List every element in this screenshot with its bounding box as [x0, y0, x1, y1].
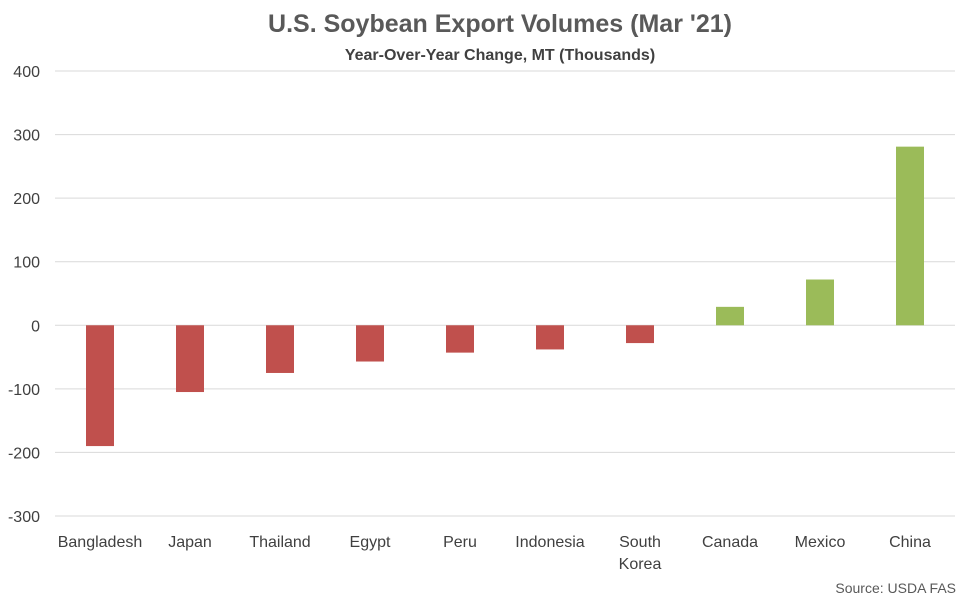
y-tick-label: 0 [31, 318, 40, 335]
y-tick-label: 300 [13, 128, 40, 145]
bar-egypt [356, 325, 384, 362]
y-tick-label: 100 [13, 255, 40, 272]
bar-china [896, 146, 924, 326]
gridlines [55, 70, 955, 517]
y-tick-label: -100 [8, 382, 40, 399]
x-tick-label: Mexico [795, 534, 846, 551]
bar-peru [446, 325, 474, 353]
bar-mexico [806, 279, 834, 326]
bars [86, 146, 924, 447]
x-tick-label-line: Korea [619, 556, 662, 573]
bar-indonesia [536, 325, 564, 350]
x-tick-label-line: Thailand [249, 534, 310, 551]
chart-subtitle: Year-Over-Year Change, MT (Thousands) [345, 47, 655, 64]
x-tick-label: Japan [168, 534, 212, 551]
bar-canada [716, 306, 744, 326]
x-tick-label: South Korea [619, 534, 662, 573]
x-tick-label-line: Indonesia [515, 534, 584, 551]
chart-title: U.S. Soybean Export Volumes (Mar '21) [268, 10, 732, 38]
x-tick-label: Bangladesh [58, 534, 143, 551]
x-tick-label: Thailand [249, 534, 310, 551]
bar-japan [176, 325, 204, 393]
x-tick-label: China [889, 534, 931, 551]
x-tick-label-line: Egypt [350, 534, 391, 551]
source-note: Source: USDA FAS [835, 580, 956, 596]
y-tick-label: 400 [13, 64, 40, 81]
x-tick-label-line: South [619, 534, 661, 551]
x-tick-label-line: Japan [168, 534, 212, 551]
bar-bangladesh [86, 325, 114, 447]
y-axis-ticks: 400 300 200 100 0 -100 -200 -300 [8, 64, 40, 526]
x-tick-label: Egypt [350, 534, 391, 551]
x-tick-label-line: China [889, 534, 931, 551]
y-tick-label: 200 [13, 191, 40, 208]
x-axis-ticks: Bangladesh Japan Thailand Egypt Peru Indonesi… [58, 534, 931, 573]
bar-thailand [266, 325, 294, 373]
x-tick-label: Indonesia [515, 534, 584, 551]
y-tick-label: -300 [8, 509, 40, 526]
x-tick-label: Peru [443, 534, 477, 551]
y-tick-label: -200 [8, 445, 40, 462]
x-tick-label: Canada [702, 534, 758, 551]
bar-south-korea [626, 325, 654, 344]
x-tick-label-line: Peru [443, 534, 477, 551]
x-tick-label-line: Mexico [795, 534, 846, 551]
x-tick-label-line: Canada [702, 534, 758, 551]
x-tick-label-line: Bangladesh [58, 534, 143, 551]
